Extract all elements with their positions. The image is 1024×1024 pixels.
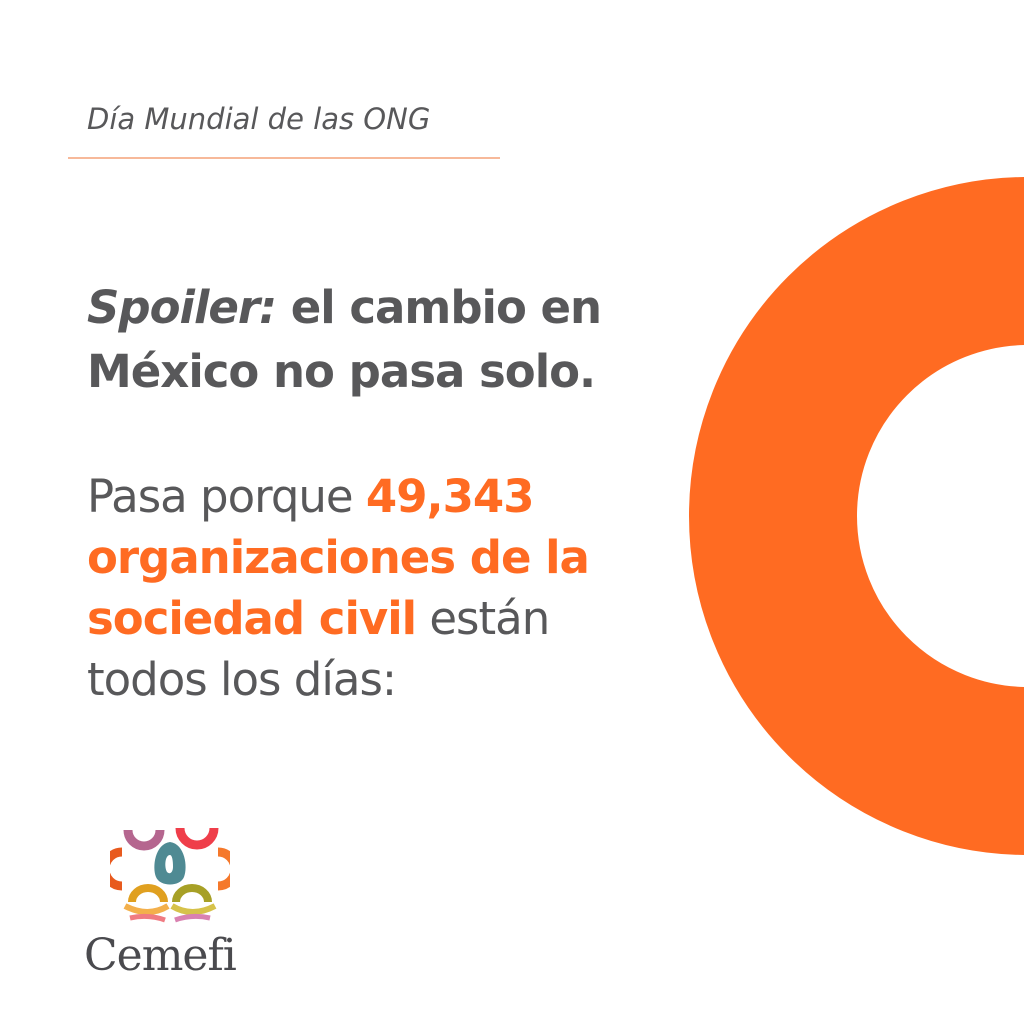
- headline: Spoiler: el cambio en México no pasa sol…: [87, 276, 602, 404]
- body-text: Pasa porque 49,343 organizaciones de la …: [87, 466, 647, 710]
- body-estan: están: [416, 592, 550, 645]
- body-highlight-2: sociedad civil: [87, 592, 417, 645]
- org-count: 49,343: [365, 470, 535, 523]
- cemefi-logo-icon: [110, 827, 230, 923]
- brand-name: Cemefi: [84, 930, 237, 981]
- body-highlight-1: organizaciones de la: [87, 531, 590, 584]
- headline-line1: el cambio en: [276, 281, 602, 334]
- headline-spoiler: Spoiler:: [87, 281, 277, 334]
- headline-line2: México no pasa solo.: [87, 345, 596, 398]
- body-end: todos los días:: [87, 653, 397, 706]
- divider: [68, 157, 500, 159]
- body-intro: Pasa porque: [87, 470, 366, 523]
- kicker-title: Día Mundial de las ONG: [87, 102, 431, 136]
